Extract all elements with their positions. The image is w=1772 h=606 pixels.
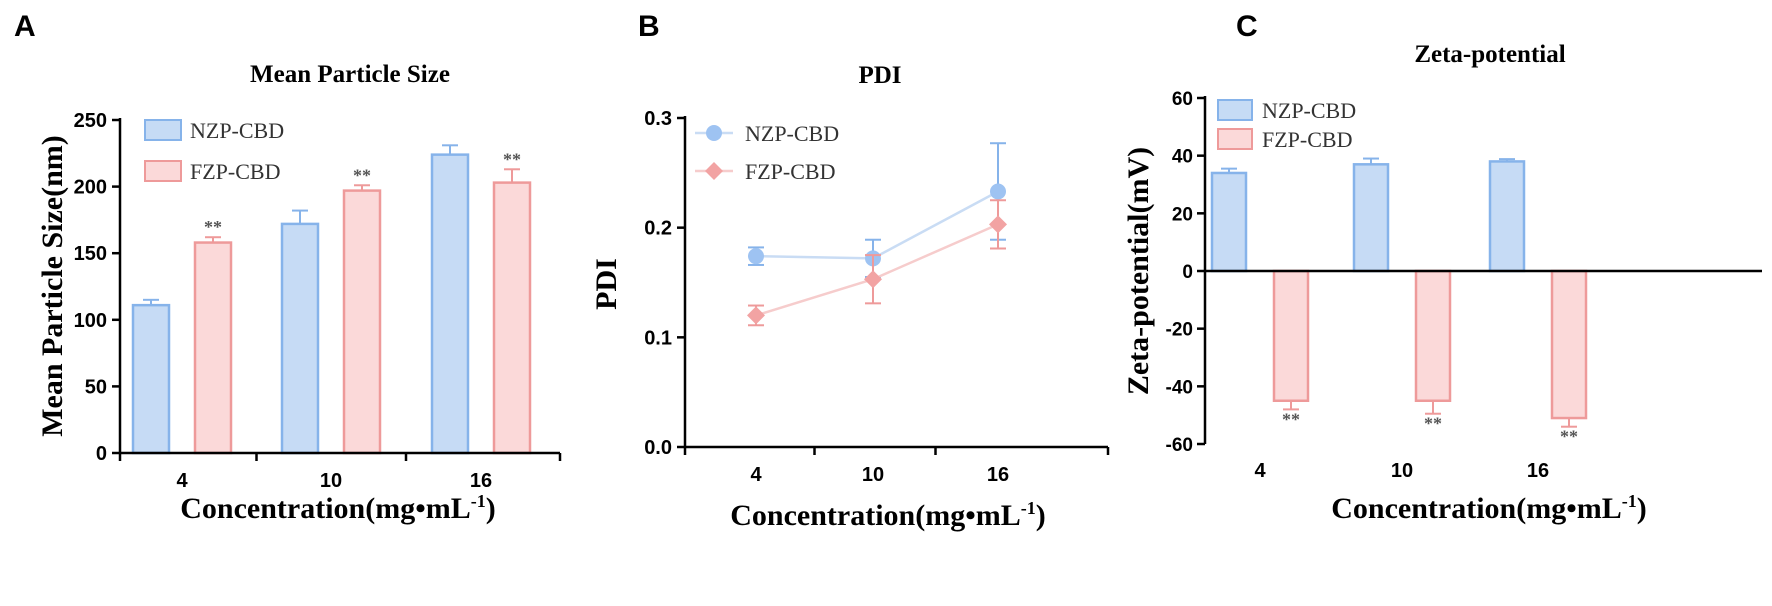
- y-axis-label: Zeta-potential(mV): [1122, 147, 1155, 395]
- y-tick-label: 150: [74, 243, 107, 265]
- significance-mark: **: [353, 165, 371, 185]
- legend-swatch-nzp-cbd: [1217, 99, 1253, 121]
- chart-title: PDI: [858, 62, 901, 89]
- legend-label: NZP-CBD: [1262, 98, 1356, 123]
- legend-label: FZP-CBD: [745, 159, 835, 184]
- y-tick-label: 0.0: [644, 437, 672, 459]
- x-tick-label: 16: [470, 470, 492, 492]
- bar-nzp-cbd: [1210, 171, 1248, 273]
- bar-nzp-cbd: [430, 153, 470, 455]
- x-tick-label: 4: [176, 470, 188, 492]
- significance-mark: **: [1282, 409, 1300, 429]
- x-tick-label: 10: [862, 464, 884, 486]
- y-tick-label: -60: [1166, 435, 1193, 456]
- significance-mark: **: [204, 217, 222, 237]
- data-point-nzp-cbd: [990, 183, 1006, 200]
- panel-letter-c: C: [1236, 10, 1258, 43]
- y-tick-label: 20: [1172, 204, 1193, 225]
- bar-nzp-cbd: [1488, 160, 1526, 273]
- y-tick-label: -40: [1166, 377, 1193, 398]
- y-tick-label: 0.2: [644, 218, 672, 240]
- legend-swatch-nzp-cbd: [144, 119, 182, 141]
- chart-a: Mean Particle Size ** ** ** 0 50 100 150 200 250 4…: [36, 61, 562, 525]
- bar-nzp-cbd: [280, 222, 320, 455]
- x-tick-label: 4: [1254, 460, 1266, 482]
- y-tick-label: 60: [1172, 89, 1193, 110]
- y-tick-label: -20: [1166, 320, 1193, 341]
- legend-marker-fzp-cbd: [705, 162, 723, 180]
- significance-mark: **: [1560, 427, 1578, 447]
- bar-fzp-cbd: [1550, 269, 1588, 420]
- panel-letter-b: B: [638, 10, 660, 43]
- legend-label: FZP-CBD: [1262, 127, 1352, 152]
- data-point-nzp-cbd: [748, 248, 764, 265]
- bar-fzp-cbd: [342, 189, 382, 455]
- series-line-fzp-cbd: [755, 223, 999, 317]
- chart-b: PDI 0.0 0.1 0.2 0.3 4 10 16 PDI Concentration(mg•…: [590, 62, 1110, 532]
- y-tick-label: 200: [74, 177, 107, 199]
- data-point-fzp-cbd: [864, 270, 882, 289]
- y-tick-label: 50: [85, 376, 107, 398]
- legend-swatch-fzp-cbd: [144, 160, 182, 182]
- chart-title: Mean Particle Size: [250, 61, 450, 88]
- y-tick-label: 0.3: [644, 108, 672, 130]
- bar-fzp-cbd: [1414, 269, 1452, 402]
- bar-nzp-cbd: [1352, 163, 1390, 273]
- data-point-fzp-cbd: [989, 215, 1007, 234]
- y-tick-label: 0: [1182, 262, 1193, 283]
- legend-label: NZP-CBD: [745, 121, 839, 146]
- y-tick-label: 40: [1172, 147, 1193, 168]
- bar-fzp-cbd: [492, 181, 532, 455]
- data-point-fzp-cbd: [747, 306, 765, 325]
- significance-mark: **: [1424, 414, 1442, 434]
- x-tick-label: 10: [1391, 460, 1413, 482]
- panel-letter-a: A: [14, 10, 36, 43]
- x-axis-label: Concentration(mg•mL-1): [730, 498, 1045, 532]
- bar-fzp-cbd: [193, 241, 233, 455]
- bar-fzp-cbd: [1272, 269, 1310, 402]
- significance-mark: **: [503, 149, 521, 169]
- x-axis-label: Concentration(mg•mL-1): [180, 491, 495, 525]
- y-tick-label: 100: [74, 310, 107, 332]
- y-tick-label: 0.1: [644, 327, 672, 349]
- chart-c: Zeta-potential ** ** ** -60 -40 -20 0 20 40 60 4 10 1…: [1122, 41, 1762, 525]
- legend-swatch-fzp-cbd: [1217, 128, 1253, 150]
- series-line-nzp-cbd: [755, 190, 999, 260]
- legend-label: NZP-CBD: [190, 118, 284, 143]
- x-tick-label: 10: [320, 470, 342, 492]
- y-tick-label: 0: [96, 443, 107, 465]
- legend-marker-nzp-cbd: [706, 125, 722, 141]
- x-axis-label: Concentration(mg•mL-1): [1331, 491, 1646, 525]
- chart-title: Zeta-potential: [1414, 41, 1565, 68]
- y-axis-label: Mean Particle Size(nm): [36, 135, 69, 437]
- x-tick-label: 16: [987, 464, 1009, 486]
- y-tick-label: 250: [74, 110, 107, 132]
- bar-nzp-cbd: [131, 303, 171, 455]
- legend-label: FZP-CBD: [190, 159, 280, 184]
- x-tick-label: 16: [1527, 460, 1549, 482]
- x-tick-label: 4: [750, 464, 762, 486]
- y-axis-label: PDI: [590, 258, 623, 310]
